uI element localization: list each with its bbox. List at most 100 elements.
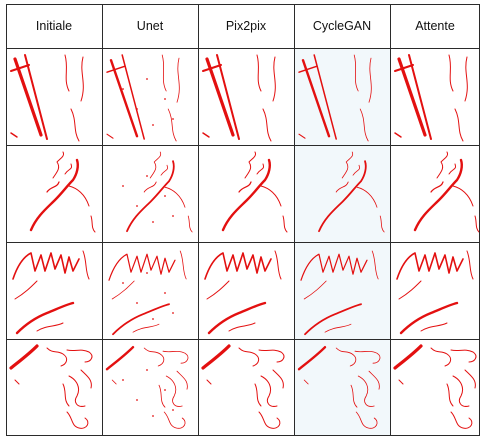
coast-stroke (352, 164, 360, 176)
coastline-sketch (202, 54, 276, 142)
coast-stroke (14, 379, 20, 385)
noise-dot (122, 379, 124, 381)
coast-stroke (143, 347, 165, 367)
grid-line (102, 4, 103, 436)
column-header-cyclegan: CycleGAN (312, 19, 372, 33)
coast-stroke (298, 133, 306, 139)
coast-stroke (430, 181, 444, 193)
coast-stroke (90, 215, 96, 233)
noise-dot (146, 175, 148, 177)
cell-coastline-1-initiale (7, 49, 102, 145)
coast-stroke (398, 379, 404, 385)
noise-dot (172, 118, 174, 120)
coast-stroke (143, 181, 157, 193)
coast-stroke (80, 369, 92, 389)
coast-stroke (413, 158, 463, 232)
coast-stroke (300, 253, 368, 281)
cell-coastline-1-unet (103, 49, 198, 145)
coast-stroke (111, 379, 117, 385)
noise-dot (146, 369, 148, 371)
noise-dot (146, 78, 148, 80)
coast-stroke (46, 347, 68, 367)
coastline-sketch (10, 54, 84, 142)
grid-line (390, 4, 391, 436)
noise-dot (122, 185, 124, 187)
coast-stroke (162, 350, 189, 364)
coastline-sketch (204, 250, 282, 335)
coast-stroke (341, 151, 354, 179)
cell-coastline-2-attente (391, 146, 480, 242)
cell-coastline-3-unet (103, 243, 198, 339)
noise-dot (172, 409, 174, 411)
noise-dot (164, 98, 166, 100)
coast-stroke (70, 108, 80, 142)
coast-stroke (149, 151, 162, 179)
coast-stroke (303, 379, 309, 385)
coast-stroke (359, 108, 369, 142)
grid-line (198, 4, 199, 436)
coast-stroke (13, 57, 43, 137)
coast-stroke (450, 349, 477, 363)
coast-stroke (274, 250, 282, 280)
coastline-sketch (297, 346, 381, 429)
coast-stroke (272, 369, 284, 389)
coast-stroke (66, 349, 93, 363)
coast-stroke (260, 375, 278, 407)
coast-stroke (179, 250, 187, 280)
coast-stroke (207, 301, 267, 335)
coast-stroke (258, 411, 281, 429)
coast-stroke (106, 133, 114, 139)
coast-stroke (466, 250, 474, 280)
coast-stroke (216, 54, 240, 140)
coast-stroke (256, 163, 264, 175)
coast-stroke (454, 108, 464, 142)
coast-stroke (228, 322, 256, 332)
coastline-sketch (122, 151, 193, 233)
coast-stroke (105, 346, 135, 371)
coast-stroke (221, 158, 271, 232)
coast-stroke (335, 181, 349, 193)
coast-stroke (420, 322, 448, 332)
coast-stroke (68, 185, 90, 207)
coast-stroke (430, 347, 452, 367)
coast-stroke (36, 322, 64, 332)
coastline-sketch (106, 54, 180, 142)
coast-stroke (371, 250, 379, 280)
coast-stroke (80, 56, 84, 102)
coast-stroke (158, 384, 166, 408)
coast-stroke (29, 158, 79, 232)
noise-dot (122, 88, 124, 90)
coastline-sketch (318, 151, 385, 233)
noise-dot (152, 318, 154, 320)
cell-coastline-3-pix2pix (199, 243, 294, 339)
coast-stroke (450, 411, 473, 429)
coast-stroke (62, 383, 70, 407)
grid-line (6, 339, 480, 340)
coast-stroke (106, 65, 126, 73)
coast-stroke (201, 344, 231, 370)
coastline-sketch (393, 344, 477, 429)
grid-line (6, 145, 480, 146)
coast-stroke (464, 56, 468, 102)
noise-dot (136, 205, 138, 207)
noise-dot (152, 415, 154, 417)
coast-stroke (448, 163, 456, 175)
coast-stroke (244, 151, 256, 179)
noise-dot (172, 215, 174, 217)
coast-stroke (446, 383, 454, 407)
coast-stroke (272, 56, 276, 102)
coast-stroke (160, 164, 168, 176)
coast-stroke (298, 65, 318, 73)
cell-coastline-3-attente (391, 243, 480, 339)
coast-stroke (254, 383, 262, 407)
coast-stroke (238, 181, 252, 193)
column-header-attente: Attente (415, 19, 455, 33)
coast-stroke (126, 160, 175, 233)
coast-stroke (161, 54, 167, 92)
coastline-sketch (9, 344, 93, 429)
coast-stroke (64, 54, 70, 92)
cell-coastline-1-cyclegan (295, 49, 390, 145)
noise-dot (136, 399, 138, 401)
grid-line (6, 435, 480, 436)
cell-coastline-2-initiale (7, 146, 102, 242)
